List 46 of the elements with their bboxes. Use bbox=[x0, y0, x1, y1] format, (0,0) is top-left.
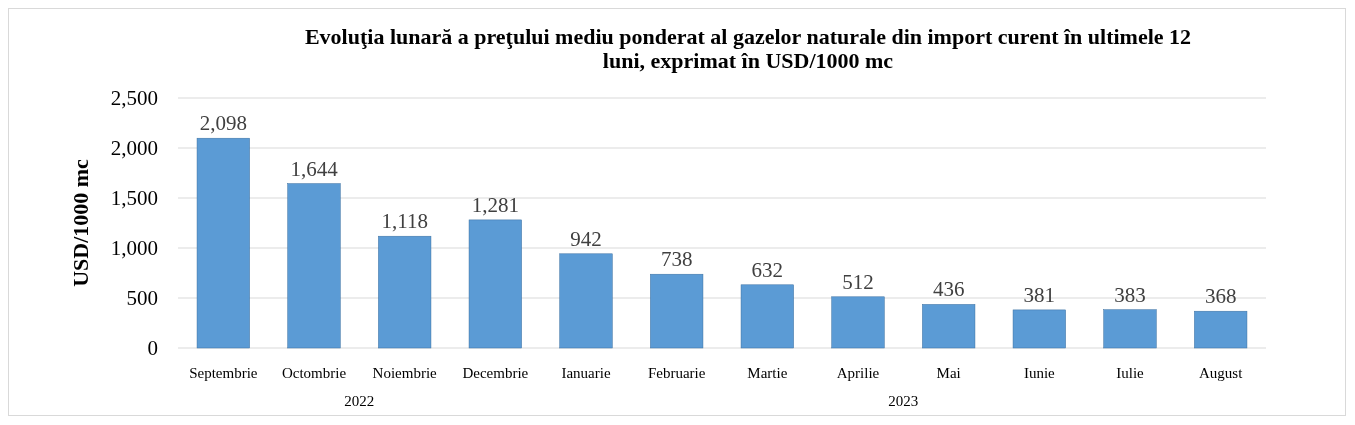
y-tick-label: 0 bbox=[147, 336, 158, 361]
data-label: 368 bbox=[1204, 284, 1237, 309]
data-label: 2,098 bbox=[199, 111, 247, 136]
text: 2023 bbox=[888, 393, 919, 409]
bar bbox=[650, 273, 704, 349]
bar bbox=[922, 304, 976, 349]
x-tick-label: August bbox=[1198, 365, 1244, 381]
data-label: 632 bbox=[751, 257, 784, 282]
data-label: 738 bbox=[660, 247, 693, 272]
bar bbox=[1103, 309, 1157, 349]
bar bbox=[468, 219, 522, 349]
x-tick-label: Aprilie bbox=[836, 365, 880, 381]
x-tick-label: Decembrie bbox=[462, 365, 529, 381]
chart-title: Evoluţia lunară a preţului mediu ponderat al gazelor naturale din import curent în ultimele 12 luni, exprimat în USD/1000 mc bbox=[304, 24, 1192, 73]
data-label: 383 bbox=[1114, 282, 1146, 307]
bar bbox=[378, 235, 432, 349]
x-tick-label: Mai bbox=[936, 365, 961, 381]
data-label: 942 bbox=[570, 226, 602, 251]
x-tick-label: Septembrie bbox=[189, 365, 258, 381]
x-tick-label: Martie bbox=[747, 365, 788, 381]
data-label: 436 bbox=[932, 277, 965, 302]
bar bbox=[287, 183, 341, 349]
y-axis-title: USD/1000 mc bbox=[68, 158, 93, 287]
y-tick-label: 2,000 bbox=[110, 136, 158, 161]
x-tick-label: Iulie bbox=[1116, 365, 1145, 381]
bar bbox=[1194, 310, 1248, 349]
y-tick-label: 500 bbox=[126, 286, 158, 311]
x-tick-label: Iunie bbox=[1023, 365, 1056, 381]
y-tick-label: 1,500 bbox=[110, 186, 158, 211]
bar bbox=[1012, 309, 1066, 349]
x-tick-label: Noiembrie bbox=[372, 365, 438, 381]
bar bbox=[196, 137, 250, 349]
bar bbox=[559, 253, 613, 349]
text: 2022 bbox=[344, 393, 375, 409]
x-tick-label: Octombrie bbox=[281, 365, 347, 381]
data-label: 1,281 bbox=[471, 192, 519, 217]
data-label: 1,118 bbox=[381, 209, 428, 234]
bar bbox=[831, 296, 885, 349]
data-label: 1,644 bbox=[290, 156, 339, 181]
data-label: 381 bbox=[1023, 282, 1056, 307]
bar bbox=[740, 284, 794, 349]
data-label: 512 bbox=[842, 269, 874, 294]
y-tick-label: 1,000 bbox=[110, 236, 158, 261]
x-tick-label: Ianuarie bbox=[561, 365, 611, 381]
x-tick-label: Februarie bbox=[647, 365, 706, 381]
y-tick-label: 2,500 bbox=[110, 86, 158, 111]
